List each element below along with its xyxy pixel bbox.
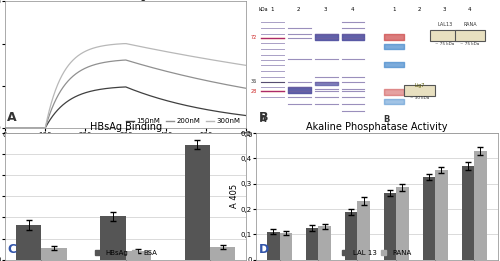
- Bar: [345, 212, 358, 260]
- Bar: [210, 247, 236, 260]
- Bar: [435, 170, 448, 260]
- Bar: [280, 233, 292, 260]
- Text: B: B: [258, 111, 268, 124]
- Title: Akaline Phosphatase Activity: Akaline Phosphatase Activity: [306, 122, 448, 132]
- Bar: [384, 193, 396, 260]
- Legend: HBsAg, BSA: HBsAg, BSA: [94, 250, 157, 256]
- Bar: [474, 151, 486, 260]
- Title: HBsAg Binding: HBsAg Binding: [90, 122, 162, 132]
- Text: A: A: [8, 111, 17, 124]
- Text: D: D: [258, 243, 268, 256]
- Bar: [462, 166, 474, 260]
- Bar: [306, 228, 318, 260]
- Bar: [126, 251, 151, 260]
- Bar: [16, 225, 42, 260]
- Bar: [42, 248, 66, 260]
- Legend: 150nM, 200nM, 300nM: 150nM, 200nM, 300nM: [124, 115, 243, 127]
- Title: SPR sensorgram: SPR sensorgram: [86, 0, 166, 1]
- Bar: [100, 216, 126, 260]
- Bar: [185, 145, 210, 260]
- Bar: [358, 201, 370, 260]
- X-axis label: Time (Sec): Time (Sec): [104, 140, 148, 149]
- Bar: [318, 226, 331, 260]
- Bar: [422, 177, 435, 260]
- Legend: LAL 13, RANA: LAL 13, RANA: [342, 250, 411, 256]
- Bar: [267, 232, 280, 260]
- Y-axis label: A 405: A 405: [230, 184, 239, 209]
- Bar: [396, 187, 408, 260]
- Text: C: C: [8, 243, 16, 256]
